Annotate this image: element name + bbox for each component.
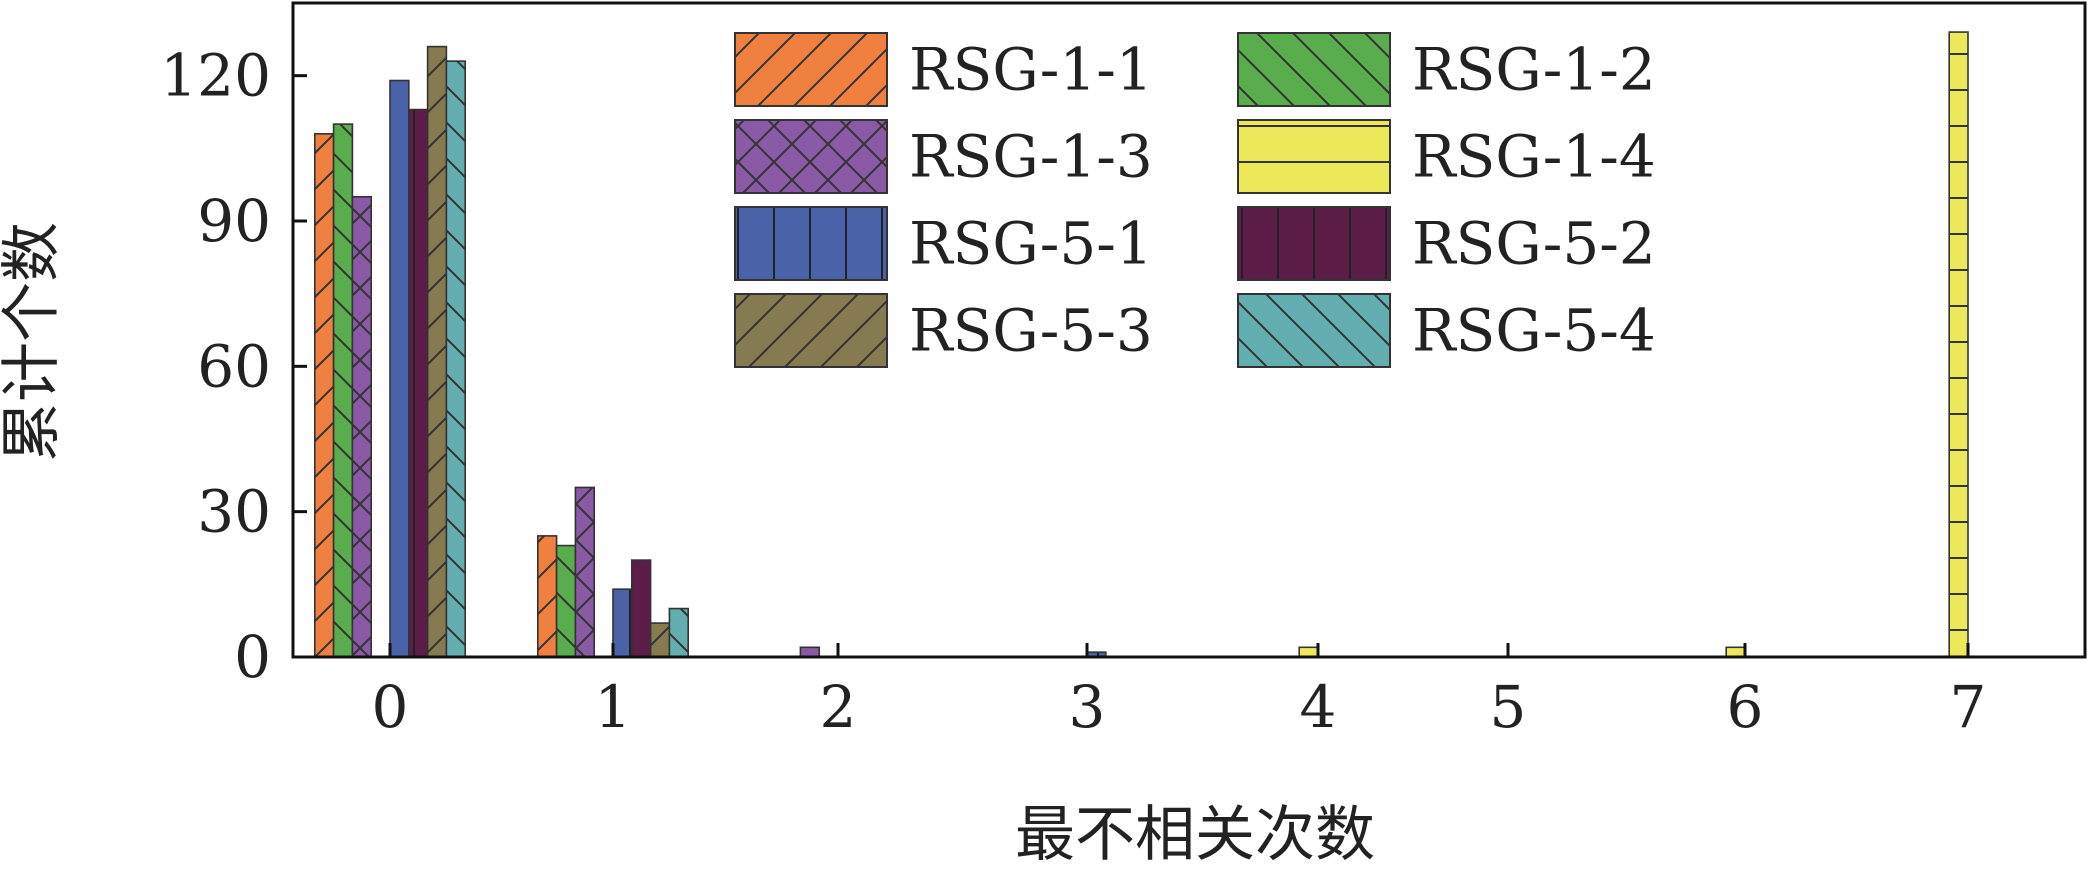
y-tick-label: 90 — [197, 187, 271, 255]
bar — [649, 622, 671, 658]
bar — [407, 108, 429, 658]
x-tick-label: 5 — [1490, 673, 1527, 741]
y-tick-label: 0 — [234, 623, 271, 691]
legend-label: RSG-1-2 — [1412, 36, 1656, 104]
y-tick-label: 120 — [160, 42, 271, 110]
x-axis-label: 最不相关次数 — [1015, 800, 1375, 870]
bar — [426, 45, 448, 658]
bar — [445, 60, 466, 658]
bar — [630, 559, 652, 658]
legend-item: RSG-5-2 — [1237, 206, 1656, 281]
x-tick-label: 1 — [595, 673, 632, 741]
bar — [351, 195, 372, 658]
bar — [313, 133, 335, 658]
bar — [668, 607, 690, 658]
y-tick-label: 30 — [197, 478, 271, 546]
y-tick-label: 60 — [197, 332, 271, 400]
legend-label: RSG-5-4 — [1412, 297, 1656, 365]
bar — [612, 588, 633, 658]
x-tick-label: 7 — [1950, 673, 1987, 741]
x-tick-label: 2 — [820, 673, 857, 741]
x-tick-label: 6 — [1727, 673, 1764, 741]
legend-label: RSG-5-2 — [1412, 210, 1656, 278]
legend-label: RSG-1-1 — [909, 36, 1153, 104]
legend-label: RSG-1-4 — [1412, 123, 1656, 191]
bar — [389, 79, 410, 658]
legend-label: RSG-5-3 — [909, 297, 1153, 365]
legend-item: RSG-1-4 — [1237, 119, 1656, 194]
bar — [555, 544, 577, 658]
plot-frame — [291, 1, 2087, 659]
legend-item: RSG-1-3 — [734, 119, 1153, 194]
legend-label: RSG-1-3 — [909, 123, 1153, 191]
bar-group — [313, 31, 1969, 658]
legend-item: RSG-1-1 — [734, 32, 1153, 107]
legend-item: RSG-5-1 — [734, 206, 1153, 281]
x-tick-label: 3 — [1069, 673, 1106, 741]
bar — [536, 535, 558, 658]
axes: 0 30 60 90 120 0 1 2 3 4 5 6 7 — [160, 1, 2087, 741]
legend-item: RSG-5-3 — [734, 293, 1153, 368]
legend: RSG-1-1 RSG-1-2 RSG-1-3 RSG-1-4 RSG-5-1 RSG-5… — [734, 32, 1656, 368]
y-axis-label: 累计个数 — [0, 222, 67, 462]
x-tick-label: 4 — [1300, 673, 1337, 741]
bar — [574, 486, 596, 658]
x-tick-label: 0 — [372, 673, 409, 741]
bar — [1948, 31, 1969, 658]
bar — [332, 123, 354, 658]
legend-item: RSG-5-4 — [1237, 293, 1656, 368]
legend-label: RSG-5-1 — [909, 210, 1153, 278]
legend-item: RSG-1-2 — [1237, 32, 1656, 107]
